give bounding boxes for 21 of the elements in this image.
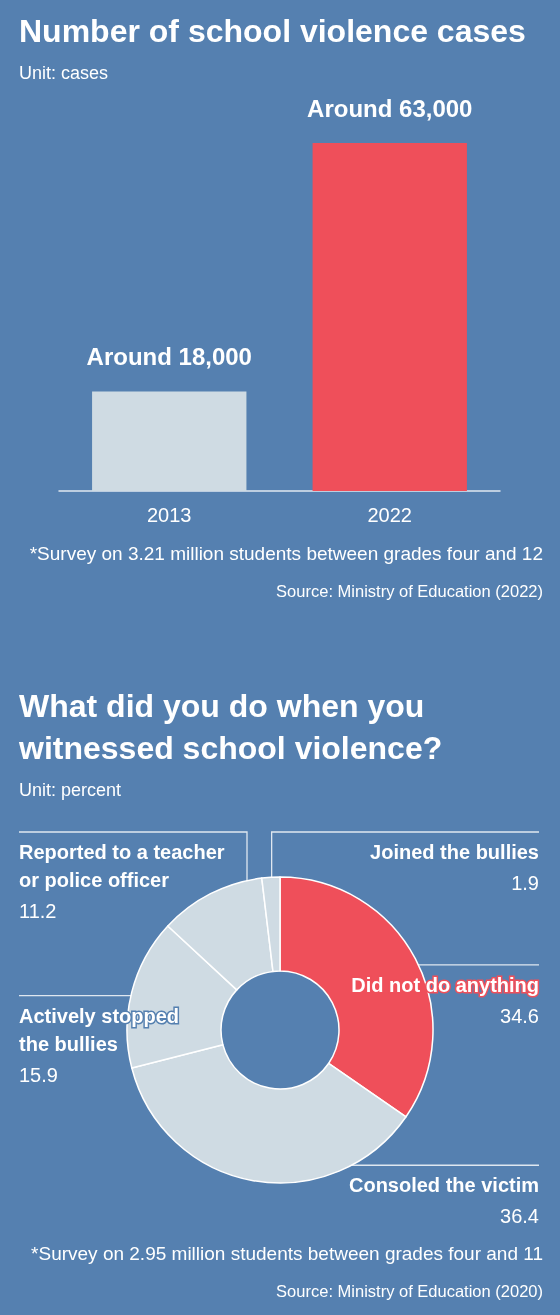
slice-label: Did not do anything <box>351 973 539 996</box>
data-label: 1.9 <box>511 872 539 894</box>
x-tick-label: 2022 <box>367 504 412 526</box>
source-note: Source: Ministry of Education (2022) <box>276 582 543 600</box>
chart-subtitle: Unit: cases <box>19 63 109 83</box>
source-note: Source: Ministry of Education (2020) <box>276 1282 543 1300</box>
data-label: Around 63,000 <box>307 94 473 122</box>
slice-label: Joined the bullies <box>370 841 539 863</box>
text: *Survey on 3.21 million students between grades four and 12 <box>29 542 543 564</box>
chart-title: What did you do when you witnessed school violence? <box>18 688 443 766</box>
data-label: 36.4 <box>500 1205 539 1228</box>
chart-subtitle: Unit: percent <box>19 780 122 800</box>
data-label: 15.9 <box>19 1063 58 1086</box>
data-label: 34.6 <box>500 1004 539 1027</box>
data-label: 11.2 <box>19 900 57 922</box>
slice-label: Reported to a teacher or police officer <box>19 841 225 891</box>
text: *Survey on 2.95 million students between grades four and 11 <box>31 1242 543 1264</box>
chart-title: Number of school violence cases <box>19 13 526 49</box>
x-tick-label: 2013 <box>147 504 192 526</box>
slice-label: Consoled the victim <box>348 1174 539 1197</box>
data-label: Around 18,000 <box>86 343 252 371</box>
